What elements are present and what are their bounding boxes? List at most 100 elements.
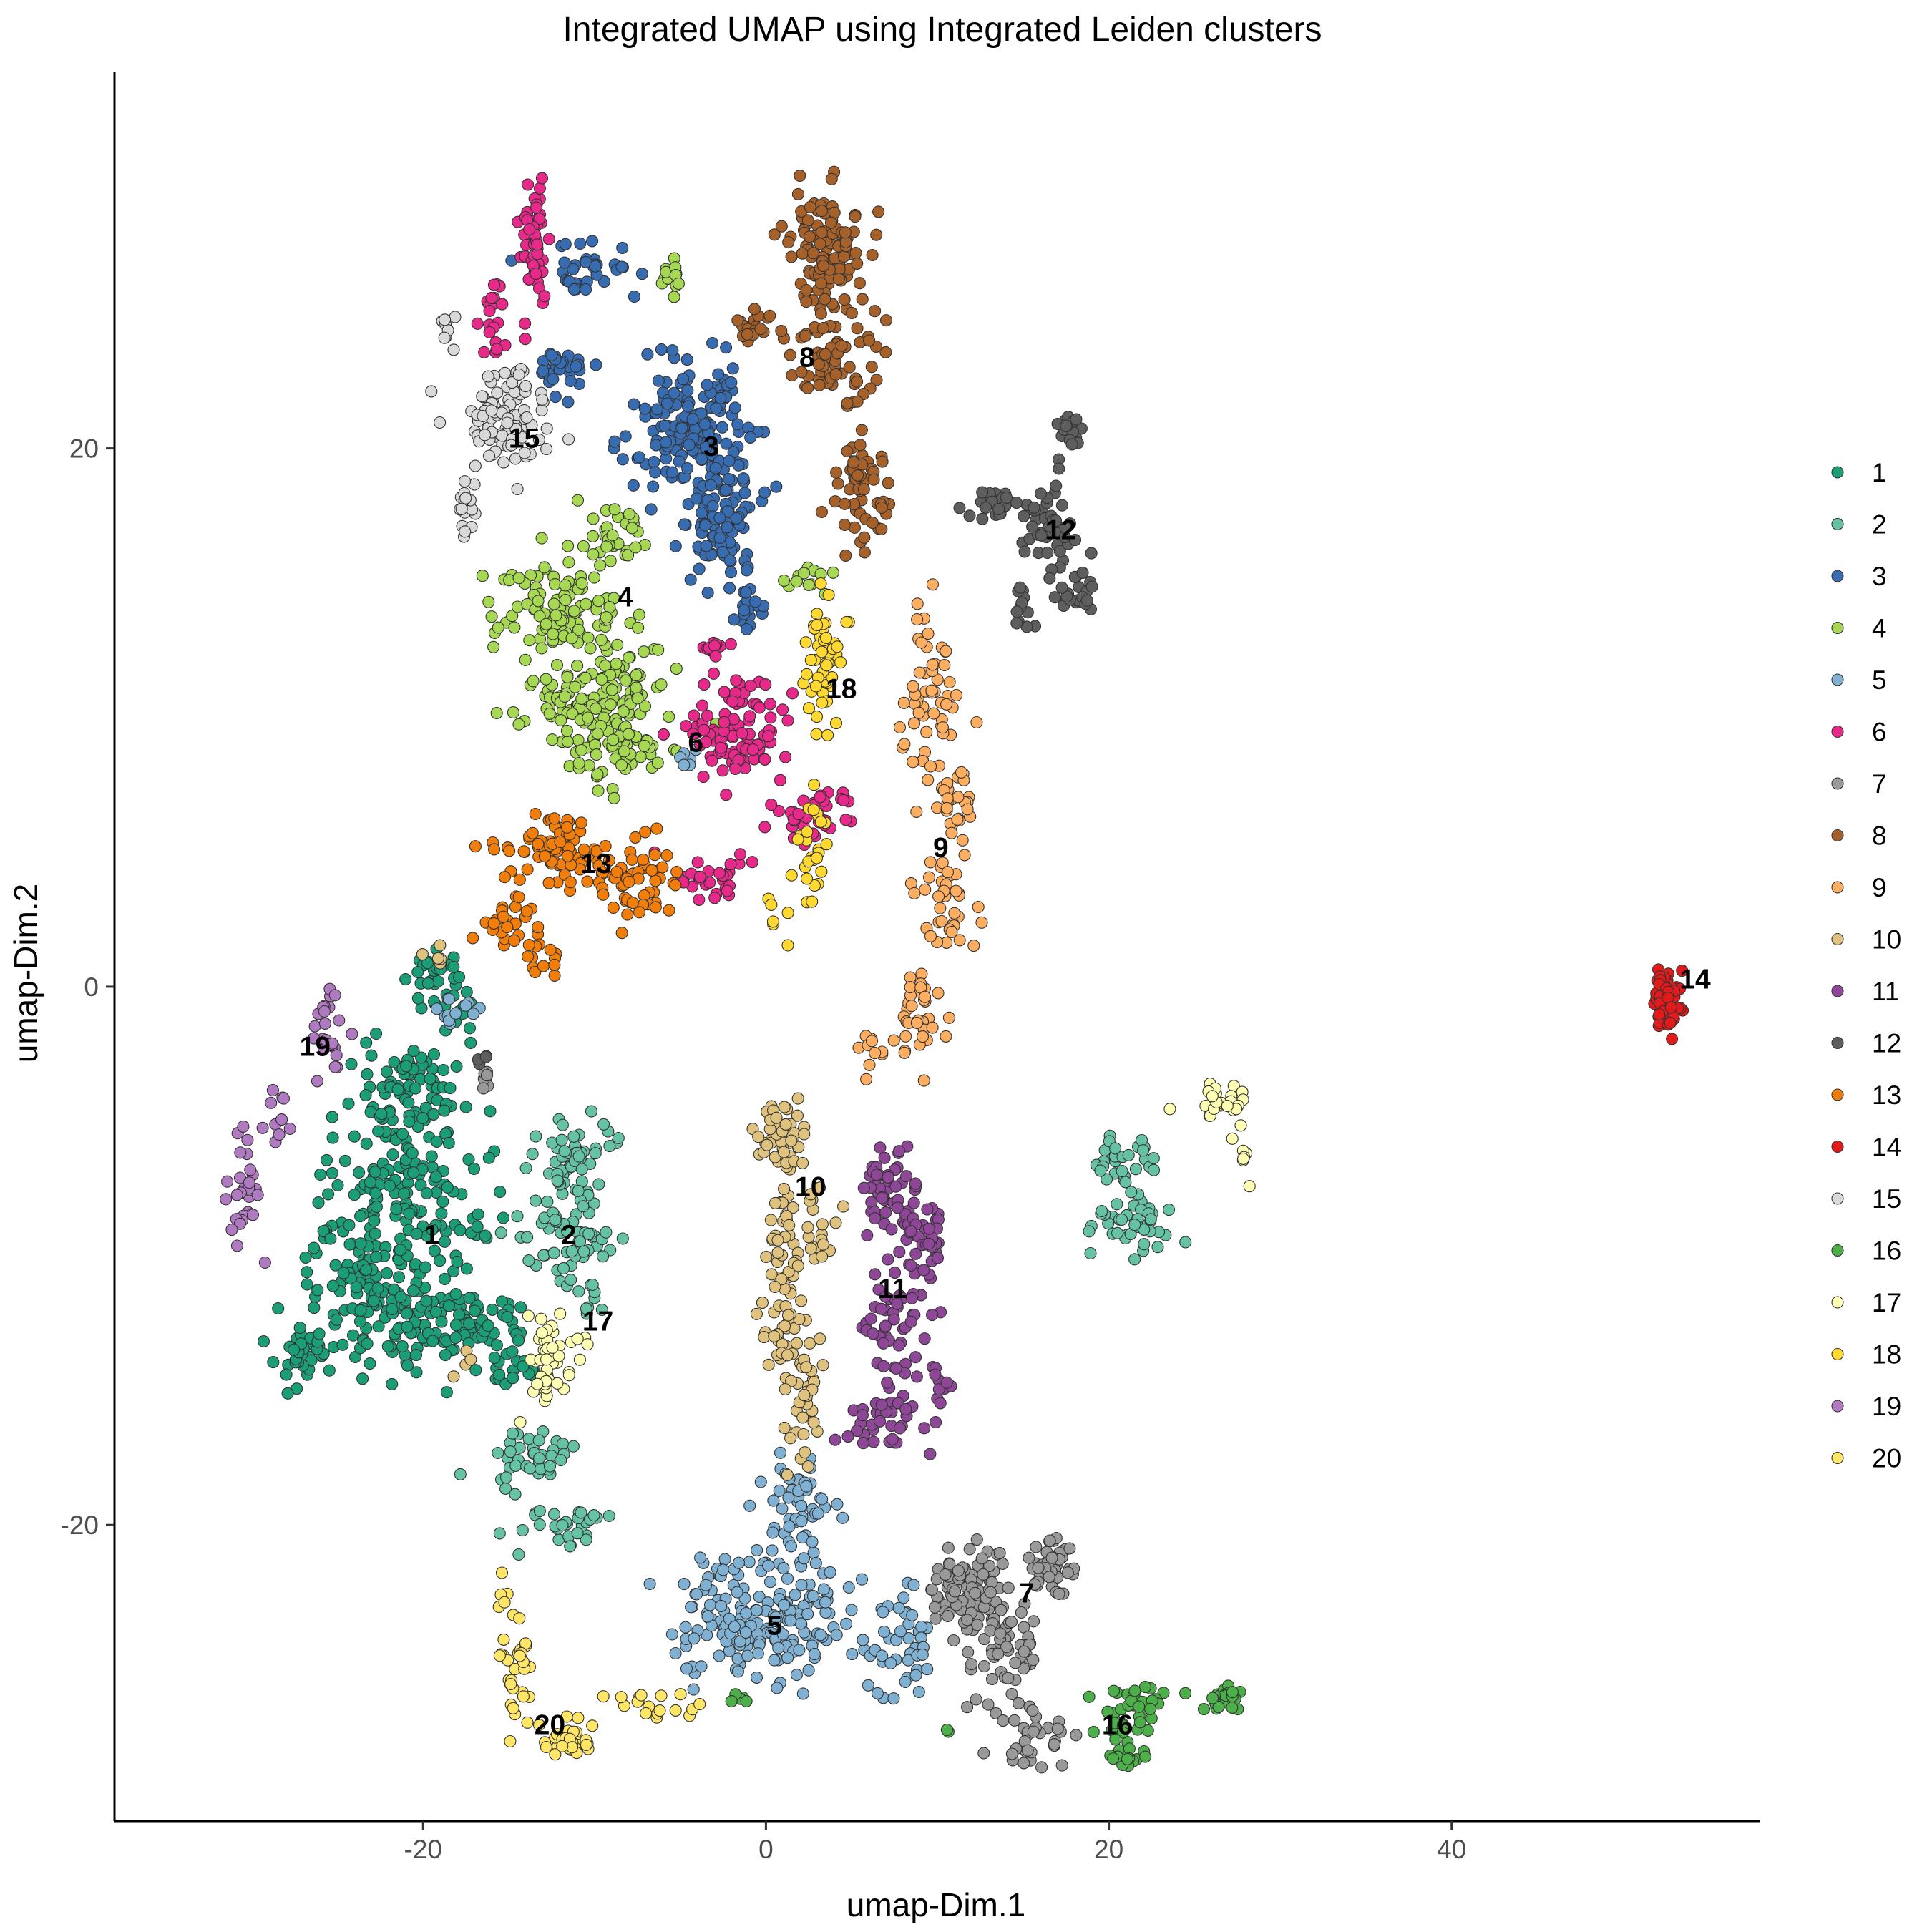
data-point	[531, 238, 544, 251]
data-point	[943, 675, 956, 689]
data-point	[1055, 499, 1068, 512]
data-point	[869, 1047, 882, 1060]
legend-item-18: 18	[1831, 1340, 1901, 1370]
data-point	[620, 674, 633, 687]
data-point	[469, 1364, 482, 1377]
legend-label: 2	[1872, 510, 1887, 540]
data-point	[994, 1627, 1007, 1640]
data-point	[1137, 1144, 1150, 1157]
data-point	[435, 1207, 448, 1220]
data-point	[511, 482, 524, 496]
data-point	[940, 1376, 953, 1389]
data-point	[768, 1330, 781, 1342]
cluster-label-10: 10	[795, 1171, 826, 1202]
data-point	[919, 990, 932, 1003]
data-point	[499, 1471, 513, 1484]
data-point	[1005, 1616, 1018, 1629]
data-point	[652, 374, 665, 387]
data-point	[471, 317, 484, 330]
data-point	[669, 1646, 682, 1660]
data-point	[449, 311, 462, 323]
data-point	[791, 1259, 804, 1272]
data-point	[460, 985, 473, 998]
data-point	[403, 1207, 416, 1220]
data-point	[619, 430, 632, 443]
data-point	[672, 277, 685, 291]
data-point	[497, 1633, 510, 1646]
data-point	[589, 260, 602, 273]
data-point	[532, 838, 545, 851]
data-point	[637, 853, 650, 866]
data-point	[952, 791, 965, 804]
data-point	[354, 1237, 367, 1250]
data-point	[698, 723, 711, 736]
data-point	[816, 696, 829, 709]
data-point	[1027, 1654, 1040, 1667]
data-point	[427, 1108, 440, 1121]
data-point	[257, 1335, 270, 1348]
data-point	[1005, 1687, 1018, 1700]
data-point	[801, 1460, 814, 1473]
data-point	[572, 1184, 585, 1197]
data-point	[338, 1154, 351, 1167]
data-point	[982, 1698, 995, 1711]
data-point	[547, 1246, 560, 1259]
cluster-3-points	[505, 235, 783, 636]
data-point	[870, 1169, 883, 1181]
data-point	[907, 756, 919, 769]
data-point	[710, 402, 723, 415]
data-point	[894, 1625, 907, 1638]
data-point	[586, 530, 600, 542]
data-point	[616, 1232, 629, 1245]
data-point	[773, 1484, 786, 1497]
data-point	[891, 1201, 904, 1214]
data-point	[522, 1433, 535, 1445]
data-point	[434, 416, 447, 429]
data-point	[969, 1586, 982, 1599]
data-point	[639, 826, 652, 839]
data-point	[814, 307, 827, 320]
data-point	[800, 1361, 813, 1374]
data-point	[453, 970, 466, 983]
data-point	[509, 1459, 522, 1473]
data-point	[916, 1030, 930, 1043]
data-point	[256, 1121, 269, 1134]
data-point	[273, 1128, 286, 1141]
data-point	[784, 1432, 797, 1445]
data-point	[540, 1740, 552, 1754]
data-point	[814, 238, 826, 250]
data-point	[225, 1224, 238, 1236]
data-point	[572, 1285, 585, 1298]
data-point	[369, 1227, 381, 1240]
data-point	[924, 1448, 937, 1460]
data-point	[851, 257, 864, 270]
data-point	[948, 907, 961, 919]
data-point	[721, 505, 734, 518]
data-point	[796, 1687, 809, 1700]
data-point	[836, 1511, 849, 1524]
data-point	[721, 884, 733, 897]
data-point	[857, 1437, 869, 1450]
data-point	[628, 290, 640, 303]
data-point	[580, 283, 592, 296]
data-point	[685, 1601, 698, 1614]
data-point	[962, 1646, 975, 1659]
data-point	[1002, 1581, 1015, 1594]
data-point	[410, 1366, 423, 1379]
data-point	[706, 754, 718, 767]
data-point	[459, 525, 472, 538]
data-point	[337, 1267, 350, 1279]
data-point	[507, 706, 519, 719]
data-point	[741, 623, 753, 636]
data-point	[523, 634, 536, 647]
data-point	[871, 1687, 884, 1699]
data-point	[779, 1382, 791, 1396]
data-point	[634, 751, 647, 763]
cluster-label-15: 15	[509, 424, 540, 454]
data-point	[686, 413, 699, 426]
data-point	[808, 1648, 821, 1661]
data-point	[907, 680, 919, 693]
data-point	[952, 1564, 965, 1577]
cluster-16-points	[725, 1679, 1246, 1772]
